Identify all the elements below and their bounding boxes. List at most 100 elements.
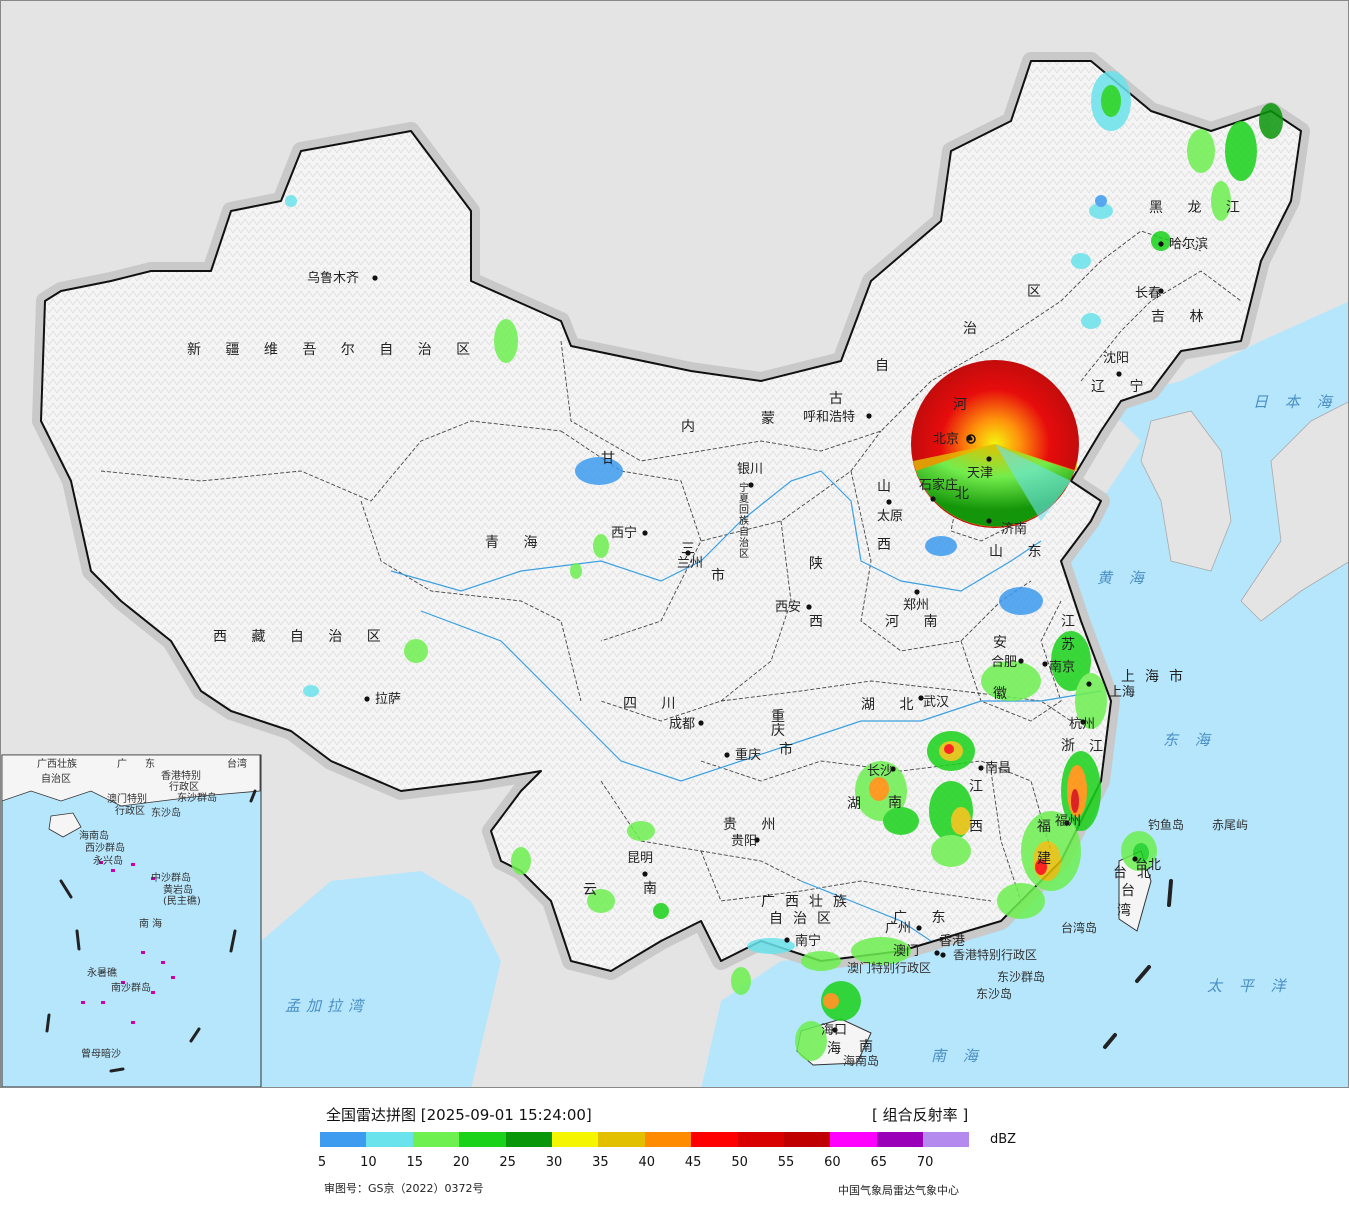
scale-tick: 70 (916, 1155, 934, 1170)
province-label: 山 东 (989, 544, 1051, 560)
inset-label: 海南岛 (79, 829, 109, 842)
province-label: 苏 (1061, 637, 1085, 653)
scale-tick: 25 (499, 1155, 516, 1170)
city-dot-icon (866, 413, 872, 419)
inset-label: 永兴岛 (93, 854, 123, 867)
sea-label: 黄 海 (1097, 569, 1150, 587)
city-label: 成都 (669, 717, 695, 732)
scale-tick: 45 (684, 1155, 702, 1170)
province-label: 山 (877, 479, 901, 495)
scale-swatch (691, 1132, 738, 1147)
province-label: 辽 宁 (1091, 378, 1153, 395)
city-label: 郑州 (903, 598, 929, 613)
province-label: 南 (888, 795, 912, 811)
inset-label: 中沙群岛 (151, 871, 191, 884)
city-dot-icon (1080, 719, 1086, 725)
province-label: 贵 州 (723, 817, 785, 833)
province-label: 上海市 (1121, 668, 1193, 685)
scale-tick: 15 (406, 1155, 424, 1170)
city-label: 呼和浩特 (803, 410, 855, 425)
city-dot-icon (966, 435, 972, 441)
city-label: 武汉 (923, 695, 949, 710)
province-label: 安 (993, 635, 1017, 651)
city-dot-icon (978, 765, 984, 771)
inset-label: 南 海 (139, 917, 162, 930)
city-label: 济南 (1001, 521, 1027, 537)
scale-swatch (551, 1132, 599, 1147)
province-label: 河 (953, 397, 977, 413)
color-scale (320, 1132, 970, 1147)
japan-land (1240, 401, 1348, 622)
city-label: 福州 (1055, 814, 1081, 829)
city-dot-icon (1086, 681, 1092, 687)
city-dot-icon (642, 530, 648, 536)
province-label: 甘 (601, 451, 625, 467)
province-label: 建 (1037, 851, 1061, 867)
city-dot-icon (806, 604, 812, 610)
city-label: 西宁 (611, 525, 637, 541)
place-label: 东沙岛 (976, 986, 1012, 1001)
province-label: 自治区 (769, 911, 841, 927)
city-dot-icon (918, 695, 924, 701)
scale-tick: 65 (870, 1155, 888, 1170)
inset-label: 东 (145, 757, 155, 770)
city-dot-icon (940, 952, 946, 958)
province-label: 治 (739, 536, 749, 549)
city-label: 拉萨 (375, 692, 401, 707)
province-label: 江 (1089, 739, 1113, 755)
city-dot-icon (832, 1027, 838, 1033)
province-label: 自 (875, 358, 899, 374)
province-label: 陕 (809, 556, 833, 572)
province-label: 台 (1121, 883, 1145, 899)
city-label: 澳门 (893, 943, 919, 959)
scale-swatch (320, 1132, 367, 1147)
city-label: 合肥 (991, 655, 1017, 670)
inset-label: 广 (117, 758, 127, 770)
city-label: 石家庄 (919, 477, 958, 493)
province-label: 西 藏 自 治 区 (213, 629, 391, 645)
scale-tick: 30 (545, 1155, 563, 1170)
inset-label: 广西壮族 (37, 757, 77, 770)
city-dot-icon (1158, 288, 1164, 294)
scale-swatch (923, 1132, 970, 1147)
credit: 中国气象局雷达气象中心 (838, 1184, 959, 1197)
inset-label: 黄岩岛 (163, 883, 193, 896)
city-label: 南昌 (985, 760, 1011, 776)
inset-label: 西沙群岛 (85, 841, 125, 854)
province-label: 回 (739, 504, 749, 516)
scale-tick: 40 (638, 1155, 656, 1170)
city-dot-icon (986, 518, 992, 524)
province-label: 吉 林 (1151, 309, 1213, 325)
sea-label: 太 平 洋 (1207, 977, 1292, 995)
place-label: 海南岛 (843, 1053, 879, 1068)
nine-dash-line (1103, 879, 1173, 1049)
inset-label: 台湾 (227, 757, 247, 770)
city-dot-icon (930, 496, 936, 502)
province-label: 浙 (1061, 738, 1085, 754)
province-label: 黑 龙 江 (1149, 200, 1250, 216)
city-label: 西安 (775, 600, 801, 615)
city-dot-icon (748, 482, 754, 488)
south-china-sea-inset: 广西壮族自治区广东台湾香港特别行政区澳门特别行政区东沙群岛东沙岛海南岛西沙群岛永… (1, 754, 262, 1087)
province-label: 夏 (739, 493, 749, 505)
scale-swatch (876, 1132, 924, 1147)
radar-map: 日 本 海黄 海东 海太 平 洋南 海孟加拉湾 新 疆 维 吾 尔 自 治 区西… (0, 0, 1349, 1088)
scale-swatch (644, 1132, 692, 1147)
city-label: 天津 (967, 466, 993, 481)
province-label: 南 (643, 881, 667, 897)
province-label: 云 (583, 882, 607, 898)
province-label: 湖 (847, 796, 871, 812)
province-label: 三 (681, 541, 705, 557)
city-label: 北京 (933, 432, 959, 447)
province-label: 内 (681, 419, 705, 435)
city-dot-icon (724, 752, 730, 758)
inset-label: (民主礁) (163, 894, 201, 907)
province-label: 治 (963, 321, 987, 337)
province-label: 福 (1037, 819, 1061, 835)
city-dot-icon (642, 871, 648, 877)
city-label: 长春 (1135, 286, 1161, 301)
scale-tick: 10 (360, 1155, 377, 1170)
